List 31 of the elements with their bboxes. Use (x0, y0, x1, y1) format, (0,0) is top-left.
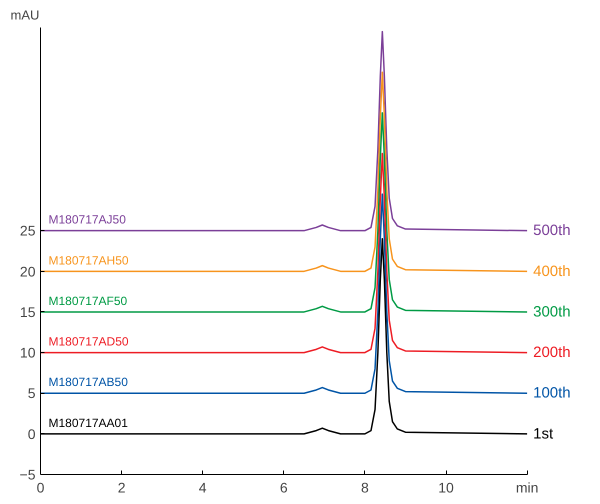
series-label: 300th (533, 303, 571, 320)
y-tick-label: 15 (20, 304, 36, 320)
y-axis-title: mAU (10, 8, 40, 22)
x-tick-label: 6 (280, 480, 288, 496)
annotation: M180717AA01 (48, 416, 128, 430)
y-tick-label: 5 (28, 385, 36, 402)
y-tick-label: 20 (20, 263, 36, 280)
y-tick-label: −5 (20, 466, 36, 482)
line-series (40, 30, 528, 232)
line-series (40, 112, 528, 313)
line-series (40, 71, 528, 272)
y-tick-label: 25 (20, 222, 36, 239)
line-series (40, 193, 528, 394)
x-tick-label: 8 (361, 480, 370, 496)
series-label: 1st (533, 425, 554, 442)
x-tick-label: 10 (438, 480, 454, 496)
y-tick-label: 10 (20, 344, 36, 361)
annotation: M180717AJ50 (48, 212, 126, 227)
series-label: 400th (533, 262, 571, 280)
series-label: 500th (533, 222, 571, 240)
annotation: M180717AH50 (48, 253, 129, 268)
x-tick-label: 4 (198, 480, 207, 496)
annotation: M180717AF50 (48, 294, 128, 308)
y-tick-label: 0 (28, 426, 36, 442)
line-series (40, 152, 528, 354)
annotation: M180717AD50 (48, 334, 129, 349)
x-tick-label: min (516, 480, 538, 496)
x-tick-label: 2 (118, 480, 126, 496)
series-label: 100th (533, 384, 571, 402)
series-label: 200th (533, 344, 571, 362)
annotation: M180717AB50 (48, 375, 128, 390)
